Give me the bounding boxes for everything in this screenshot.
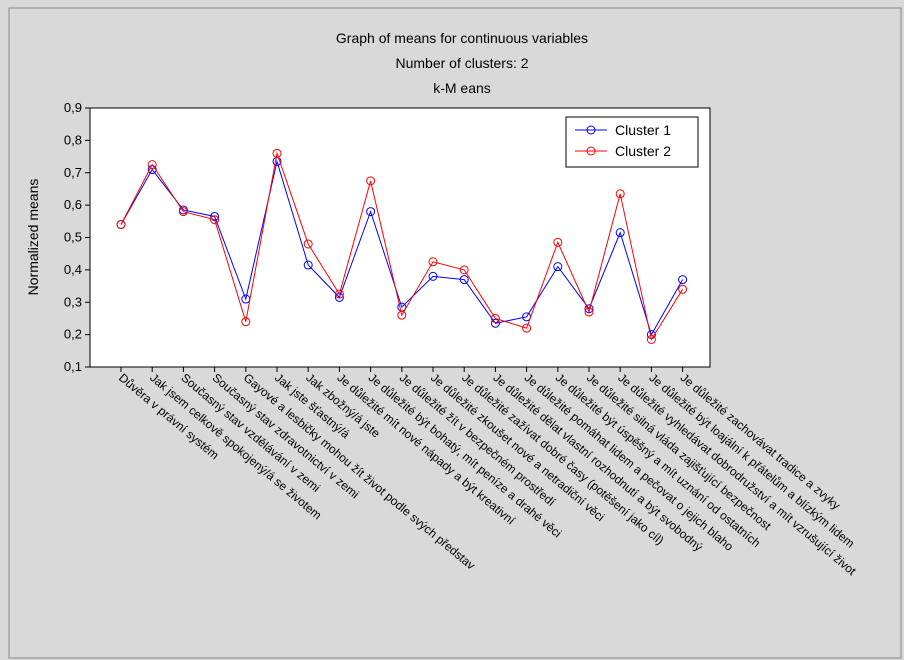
data-point-cluster-2 (397, 310, 407, 320)
data-point-cluster-2 (490, 313, 500, 323)
data-point-cluster-2 (678, 284, 688, 294)
legend-marker-cluster-1 (586, 125, 596, 135)
data-point-cluster-1 (459, 275, 469, 285)
data-point-cluster-1 (303, 260, 313, 270)
data-point-cluster-2 (147, 160, 157, 170)
data-point-cluster-2 (303, 239, 313, 249)
data-point-cluster-1 (553, 262, 563, 272)
chart-title: Graph of means for continuous variables (336, 30, 588, 46)
data-point-cluster-1 (428, 271, 438, 281)
y-tick-label: 0,6 (64, 197, 82, 212)
y-tick-label: 0,7 (64, 165, 82, 180)
data-point-cluster-2 (178, 207, 188, 217)
data-point-cluster-1 (490, 318, 500, 328)
y-tick-label: 0,5 (64, 230, 82, 245)
data-point-cluster-2 (615, 189, 625, 199)
data-point-cluster-2 (428, 257, 438, 267)
data-point-cluster-2 (116, 220, 126, 230)
data-point-cluster-2 (584, 307, 594, 317)
data-point-cluster-2 (553, 237, 563, 247)
chart-subtitle: Number of clusters: 2 (395, 55, 528, 71)
data-point-cluster-2 (241, 317, 251, 327)
data-point-cluster-1 (678, 275, 688, 285)
legend-marker-cluster-2 (586, 146, 596, 156)
data-point-cluster-2 (334, 289, 344, 299)
data-point-cluster-2 (646, 334, 656, 344)
series-layer (116, 148, 688, 344)
y-tick-label: 0,4 (64, 262, 82, 277)
chart-subtitle-2: k-M eans (433, 80, 491, 96)
legend: Cluster 1 Cluster 2 (565, 116, 699, 168)
data-point-cluster-2 (522, 323, 532, 333)
y-axis: 0,1 0,2 0,3 0,4 0,5 0,6 0,7 0,8 0,9 (64, 100, 90, 374)
y-tick-label: 0,2 (64, 327, 82, 342)
legend-box (565, 116, 699, 168)
legend-label-cluster-2: Cluster 2 (615, 143, 671, 159)
outer-border (8, 7, 902, 659)
data-point-cluster-2 (210, 215, 220, 225)
legend-label-cluster-1: Cluster 1 (615, 122, 671, 138)
y-tick-label: 0,3 (64, 294, 82, 309)
y-tick-label: 0,9 (64, 100, 82, 115)
y-tick-label: 0,8 (64, 132, 82, 147)
data-point-cluster-1 (366, 207, 376, 217)
data-point-cluster-1 (615, 228, 625, 238)
data-point-cluster-2 (459, 265, 469, 275)
y-tick-label: 0,1 (64, 359, 82, 374)
data-point-cluster-2 (272, 148, 282, 158)
data-point-cluster-2 (366, 176, 376, 186)
series-line-cluster-1 (120, 159, 684, 336)
y-axis-label: Normalized means (25, 179, 41, 296)
series-line-cluster-2 (120, 151, 684, 341)
